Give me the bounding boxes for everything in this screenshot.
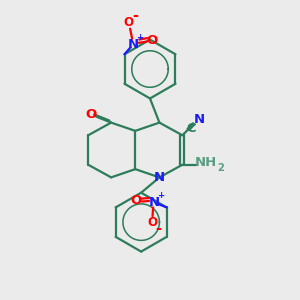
Text: NH: NH [195,156,217,169]
Text: -: - [155,221,161,236]
Text: O: O [85,108,96,121]
Text: 2: 2 [217,163,224,173]
Text: +: + [157,191,164,200]
Text: O: O [147,216,157,229]
Text: N: N [154,171,165,184]
Text: O: O [124,16,134,29]
Text: O: O [147,34,158,47]
Text: -: - [132,8,138,23]
Text: N: N [128,38,139,50]
Text: +: + [136,33,143,42]
Text: C: C [186,122,196,135]
Text: N: N [149,196,160,208]
Text: O: O [130,194,142,207]
Text: N: N [194,113,205,126]
